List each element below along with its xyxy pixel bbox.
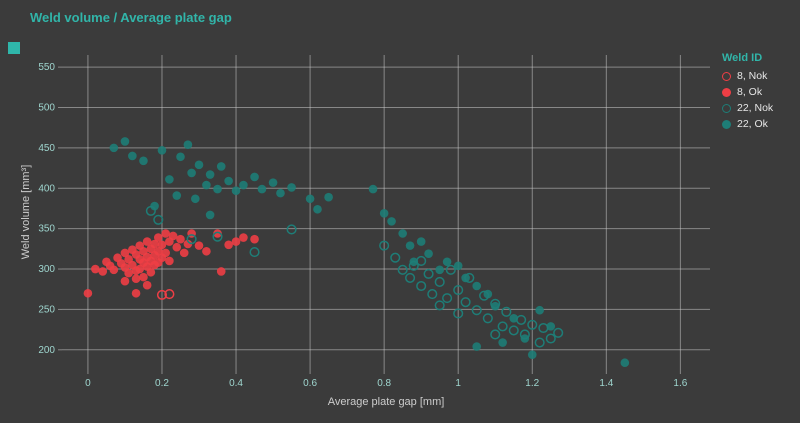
svg-text:200: 200 [38, 345, 55, 356]
legend-item-label: 22, Ok [737, 118, 768, 130]
svg-text:0: 0 [85, 378, 91, 389]
svg-text:400: 400 [38, 183, 55, 194]
svg-text:0.6: 0.6 [303, 378, 317, 389]
svg-text:450: 450 [38, 143, 55, 154]
legend-item-22-ok[interactable]: 22, Ok [722, 116, 794, 132]
legend-marker-icon [722, 103, 731, 113]
chart-title: Weld volume / Average plate gap [30, 10, 232, 25]
legend-item-label: 8, Nok [737, 70, 768, 82]
toolbar-icon[interactable] [8, 42, 20, 54]
svg-text:500: 500 [38, 103, 55, 114]
svg-text:1.2: 1.2 [525, 378, 539, 389]
legend-item-8-nok[interactable]: 8, Nok [722, 68, 794, 84]
legend-item-label: 8, Ok [737, 86, 763, 98]
svg-text:0.2: 0.2 [155, 378, 169, 389]
x-axis-title: Average plate gap [mm] [327, 396, 445, 408]
legend-item-22-nok[interactable]: 22, Nok [722, 100, 794, 116]
legend: Weld ID 8, Nok 8, Ok 22, Nok 22, Ok [722, 52, 794, 132]
svg-text:0.8: 0.8 [377, 378, 391, 389]
svg-text:0.4: 0.4 [229, 378, 243, 389]
svg-text:350: 350 [38, 224, 55, 235]
svg-text:300: 300 [38, 264, 55, 275]
legend-item-label: 22, Nok [737, 102, 774, 114]
svg-text:550: 550 [38, 62, 55, 73]
y-axis-title: Weld volume [mm³] [20, 164, 32, 260]
legend-marker-icon [722, 71, 731, 81]
svg-text:250: 250 [38, 304, 55, 315]
svg-text:1.6: 1.6 [673, 378, 687, 389]
legend-item-8-ok[interactable]: 8, Ok [722, 84, 794, 100]
svg-text:1.4: 1.4 [599, 378, 613, 389]
legend-title: Weld ID [722, 52, 763, 64]
svg-text:1: 1 [455, 378, 461, 389]
legend-marker-icon [722, 119, 731, 129]
legend-marker-icon [722, 87, 731, 97]
